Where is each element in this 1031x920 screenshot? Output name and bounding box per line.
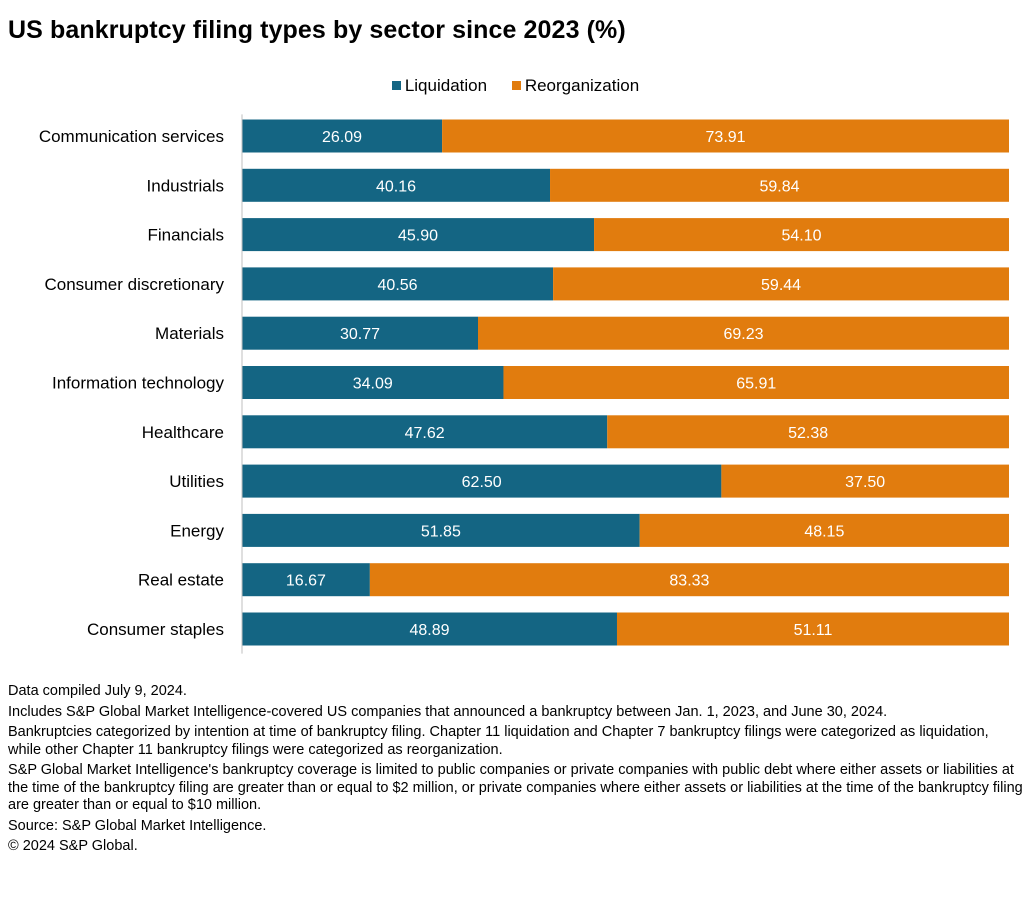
data-label-reorganization-consumer-discretionary: 59.44 <box>761 277 801 294</box>
data-label-liquidation-industrials: 40.16 <box>376 178 416 195</box>
legend-label-liquidation: Liquidation <box>404 76 488 95</box>
category-label-materials: Materials <box>155 324 224 343</box>
note-copyright: © 2024 S&P Global. <box>8 838 138 854</box>
legend-item-liquidation: Liquidation <box>391 76 488 96</box>
legend-swatch-reorganization <box>511 81 521 90</box>
data-label-liquidation-healthcare: 47.62 <box>405 425 445 442</box>
data-label-reorganization-industrials: 59.84 <box>759 178 799 195</box>
category-label-financials: Financials <box>147 226 224 245</box>
category-label-communication-services: Communication services <box>39 127 224 146</box>
bar-reorganization-real-estate <box>369 563 1009 597</box>
bar-liquidation-financials <box>242 218 595 252</box>
bar-reorganization-information-technology <box>503 366 1009 399</box>
data-label-liquidation-communication-services: 26.09 <box>322 129 362 146</box>
bar-liquidation-energy <box>242 513 640 547</box>
bar-chart: Communication services 26.09 73.91 Industri… <box>39 114 1010 654</box>
data-label-reorganization-financials: 54.10 <box>782 228 822 245</box>
note-source: Source: S&P Global Market Intelligence. <box>8 817 267 834</box>
footnotes: Data compiled July 9, 2024. Includes S&P… <box>8 683 1023 859</box>
bar-reorganization-utilities <box>721 464 1009 498</box>
data-label-reorganization-healthcare: 52.38 <box>788 425 828 442</box>
data-label-liquidation-consumer-staples: 48.89 <box>409 622 449 639</box>
category-label-utilities: Utilities <box>169 472 224 491</box>
data-label-liquidation-utilities: 62.50 <box>462 474 502 491</box>
bar-liquidation-consumer-staples <box>242 612 617 646</box>
data-label-liquidation-consumer-discretionary: 40.56 <box>378 277 418 294</box>
data-label-reorganization-consumer-staples: 51.11 <box>794 622 833 639</box>
category-label-information-technology: Information technology <box>52 374 224 393</box>
note-categorization: Bankruptcies categorized by intention at… <box>8 724 989 758</box>
bar-liquidation-communication-services <box>242 119 443 153</box>
category-label-healthcare: Healthcare <box>142 423 224 442</box>
data-label-reorganization-materials: 69.23 <box>723 326 763 343</box>
data-label-reorganization-communication-services: 73.91 <box>706 129 746 146</box>
legend-label-reorganization: Reorganization <box>524 76 640 95</box>
legend-item-reorganization: Reorganization <box>511 76 640 96</box>
note-compiled: Data compiled July 9, 2024. <box>8 683 187 699</box>
bar-liquidation-industrials <box>242 168 551 202</box>
chart-title: US bankruptcy filing types by sector sin… <box>8 16 626 44</box>
data-label-liquidation-financials: 45.90 <box>398 228 438 245</box>
data-label-liquidation-materials: 30.77 <box>340 326 380 343</box>
data-label-reorganization-real-estate: 83.33 <box>669 573 709 590</box>
bar-reorganization-consumer-discretionary <box>553 267 1009 301</box>
legend: Liquidation Reorganization <box>0 76 1031 96</box>
bar-reorganization-materials <box>478 316 1010 350</box>
bar-liquidation-healthcare <box>242 415 608 449</box>
category-label-energy: Energy <box>170 521 224 540</box>
data-label-liquidation-real-estate: 16.67 <box>286 573 326 590</box>
bar-liquidation-consumer-discretionary <box>242 267 554 301</box>
data-label-reorganization-utilities: 37.50 <box>845 474 885 491</box>
data-label-liquidation-energy: 51.85 <box>421 523 461 540</box>
bar-liquidation-utilities <box>242 464 722 498</box>
data-label-reorganization-energy: 48.15 <box>804 523 844 540</box>
bar-reorganization-energy <box>639 513 1009 547</box>
bar-liquidation-information-technology <box>242 366 504 399</box>
bar-liquidation-real-estate <box>242 563 370 597</box>
bar-liquidation-materials <box>242 316 479 350</box>
bar-reorganization-financials <box>594 218 1009 252</box>
note-coverage-period: Includes S&P Global Market Intelligence-… <box>8 703 888 720</box>
bar-reorganization-healthcare <box>607 415 1009 449</box>
category-label-real-estate: Real estate <box>138 571 224 590</box>
data-label-liquidation-information-technology: 34.09 <box>353 376 393 393</box>
category-label-consumer-discretionary: Consumer discretionary <box>44 275 224 294</box>
category-label-industrials: Industrials <box>147 176 224 195</box>
bar-reorganization-industrials <box>550 168 1009 202</box>
note-coverage-limits: S&P Global Market Intelligence's bankrup… <box>8 762 1023 813</box>
data-label-reorganization-information-technology: 65.91 <box>736 376 776 393</box>
bar-reorganization-consumer-staples <box>616 612 1009 646</box>
category-label-consumer-staples: Consumer staples <box>87 620 224 639</box>
legend-swatch-liquidation <box>391 81 401 90</box>
bar-reorganization-communication-services <box>442 119 1009 153</box>
